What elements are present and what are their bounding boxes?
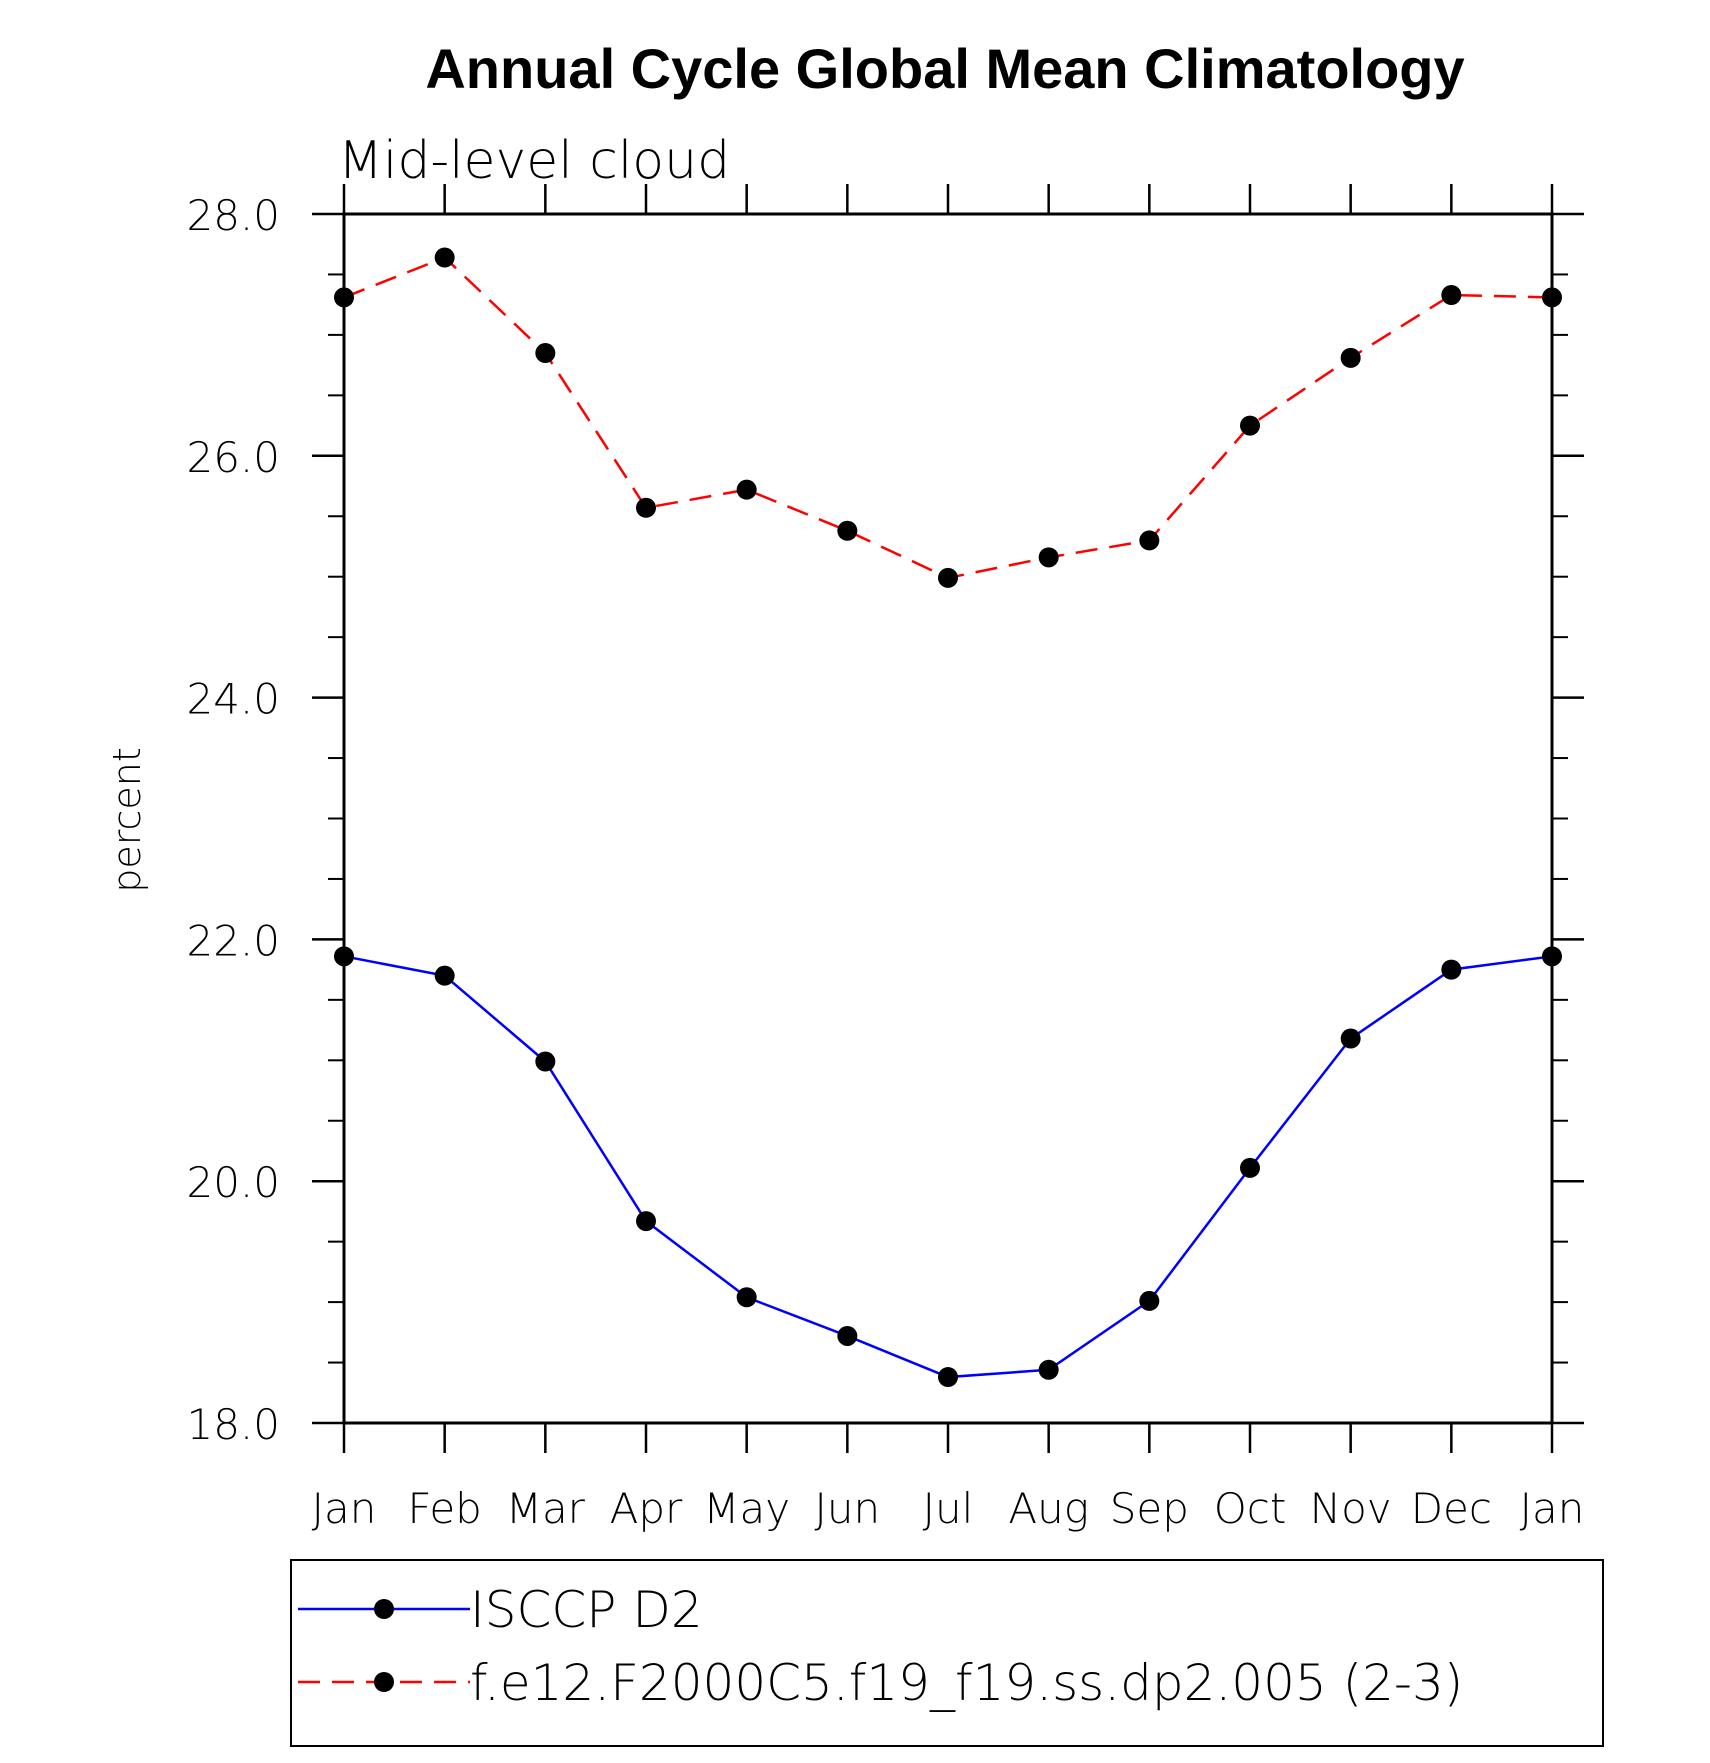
series-1-point — [334, 946, 354, 967]
legend: ISCCP D2 f.e12.F2000C5.f19_f19.ss.dp2.00… — [290, 1559, 1604, 1747]
series-2-point — [1240, 415, 1260, 436]
x-tick-label: Mar — [506, 1484, 586, 1533]
series-2-point — [1038, 547, 1059, 568]
legend-box — [290, 1559, 1604, 1747]
y-tick-label: 22.0 — [186, 916, 280, 965]
series-2-point — [535, 343, 556, 364]
legend-label-series-1: ISCCP D2 — [470, 1581, 703, 1639]
series-1-point — [1441, 959, 1462, 980]
plot-axes: Jan Feb Mar Apr May Jun Jul Aug Sep Oct Nov Dec Jan 1… — [186, 184, 1584, 1533]
series-2-point — [1542, 287, 1562, 308]
series-1-point — [434, 965, 455, 986]
series-2-point — [1441, 285, 1462, 306]
y-tick-label: 18.0 — [186, 1400, 280, 1449]
series-line-2 — [343, 256, 1553, 580]
x-tick-label: Oct — [1214, 1484, 1287, 1533]
series-2-point — [1139, 530, 1160, 551]
x-tick-label: Dec — [1411, 1484, 1492, 1533]
series-2-point — [736, 479, 757, 500]
x-tick-label: Apr — [610, 1484, 683, 1533]
series-1-point — [938, 1367, 958, 1388]
chart-subtitle: Mid-level cloud — [338, 131, 730, 191]
y-axis-label: percent — [105, 747, 149, 893]
y-tick-label: 26.0 — [186, 433, 280, 482]
x-tick-label: Jul — [923, 1484, 974, 1533]
series-1-point — [535, 1051, 556, 1072]
x-tick-label: Jan — [312, 1484, 377, 1533]
y-tick-label: 24.0 — [186, 675, 280, 724]
chart-title: Annual Cycle Global Mean Climatology — [425, 37, 1464, 100]
legend-label-series-2: f.e12.F2000C5.f19_f19.ss.dp2.005 (2-3) — [470, 1654, 1463, 1712]
y-tick-label: 20.0 — [186, 1158, 280, 1207]
x-tick-label: Nov — [1310, 1484, 1392, 1533]
series-1-point — [1240, 1157, 1260, 1178]
series-1-point — [1542, 946, 1562, 967]
x-tick-label: May — [703, 1484, 790, 1533]
series-layer — [334, 247, 1562, 1388]
series-2-point — [636, 497, 656, 518]
series-1-point — [1038, 1359, 1059, 1380]
x-tick-label: Jun — [815, 1484, 881, 1533]
series-2-point — [837, 520, 858, 541]
y-tick-label: 28.0 — [186, 191, 280, 240]
series-2-point — [434, 247, 455, 268]
series-2-point — [1340, 347, 1361, 368]
x-tick-label: Jan — [1520, 1484, 1585, 1533]
x-tick-label: Sep — [1110, 1484, 1189, 1533]
x-tick-label: Aug — [1008, 1484, 1089, 1533]
x-tick-label: Feb — [407, 1484, 481, 1533]
series-1-point — [636, 1211, 656, 1232]
series-1-point — [1340, 1028, 1361, 1049]
series-2-point — [938, 567, 958, 588]
legend-marker-series-2 — [374, 1672, 394, 1692]
plot-frame — [342, 212, 1554, 1425]
series-1-point — [837, 1325, 858, 1346]
legend-marker-series-1 — [374, 1599, 394, 1619]
series-line-1 — [343, 955, 1553, 1379]
series-1-point — [736, 1287, 757, 1308]
series-1-point — [1139, 1290, 1160, 1311]
series-2-point — [334, 287, 354, 308]
